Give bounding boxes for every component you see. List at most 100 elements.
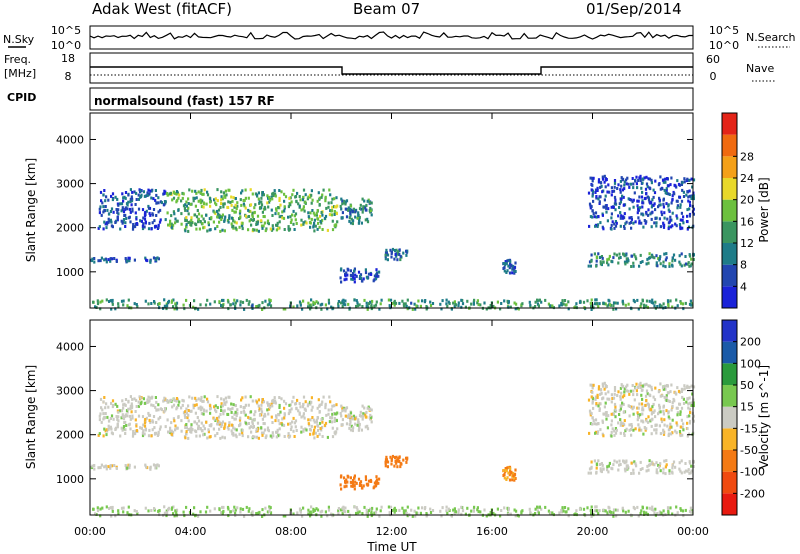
echo-cell	[236, 299, 239, 303]
echo-cell	[362, 205, 365, 209]
colorbar-segment	[722, 199, 737, 222]
power-echoes	[90, 174, 696, 311]
echo-cell	[370, 305, 373, 309]
echo-cell	[309, 418, 312, 422]
echo-cell	[663, 211, 666, 215]
echo-cell	[359, 203, 362, 207]
echo-cell	[132, 223, 135, 226]
echo-cell	[169, 222, 172, 226]
echo-cell	[686, 469, 689, 473]
echo-cell	[112, 417, 115, 421]
echo-cell	[292, 305, 295, 309]
echo-cell	[621, 395, 624, 399]
echo-cell	[606, 190, 609, 194]
echo-cell	[241, 227, 244, 231]
echo-cell	[234, 511, 237, 515]
echo-cell	[147, 413, 151, 417]
echo-cell	[255, 400, 259, 404]
echo-cell	[270, 195, 273, 199]
echo-cell	[276, 431, 279, 434]
echo-cell	[126, 259, 129, 263]
echo-cell	[352, 426, 355, 430]
echo-cell	[203, 188, 206, 192]
echo-cell	[122, 417, 126, 421]
echo-cell	[137, 400, 140, 404]
echo-cell	[375, 300, 378, 304]
echo-cell	[119, 409, 122, 413]
echo-cell	[366, 424, 369, 428]
echo-cell	[326, 228, 329, 232]
echo-cell	[289, 203, 292, 207]
echo-cell	[589, 383, 592, 387]
echo-cell	[228, 423, 231, 427]
echo-cell	[130, 402, 133, 406]
echo-cell	[690, 197, 693, 200]
echo-cell	[619, 386, 622, 390]
echo-cell	[117, 302, 120, 306]
echo-cell	[540, 507, 543, 511]
echo-cell	[689, 204, 692, 207]
echo-cell	[283, 399, 286, 403]
echo-cell	[281, 216, 284, 220]
echo-cell	[296, 398, 299, 402]
echo-cell	[446, 511, 449, 515]
echo-cell	[611, 467, 614, 471]
echo-cell	[610, 412, 613, 416]
echo-cell	[109, 425, 112, 429]
echo-cell	[227, 514, 230, 518]
echo-cell	[104, 222, 107, 226]
echo-cell	[650, 507, 653, 511]
echo-cell	[513, 266, 516, 270]
echo-cell	[668, 400, 671, 403]
echo-cell	[148, 211, 151, 215]
echo-cell	[194, 396, 197, 400]
echo-cell	[551, 511, 554, 515]
echo-cell	[124, 206, 127, 210]
echo-cell	[114, 427, 117, 431]
echo-cell	[307, 422, 310, 426]
echo-cell	[588, 202, 592, 206]
noise-right-tick-high: 10^5	[709, 24, 739, 37]
echo-cell	[669, 422, 672, 426]
x-tick-label: 16:00	[476, 525, 508, 538]
echo-cell	[278, 189, 281, 192]
echo-cell	[391, 247, 395, 251]
echo-cell	[316, 434, 319, 438]
colorbar-tick-label: 28	[740, 150, 754, 163]
echo-cell	[653, 221, 656, 225]
echo-cell	[614, 415, 617, 419]
echo-cell	[247, 509, 250, 513]
echo-cell	[483, 301, 486, 305]
echo-cell	[665, 189, 668, 193]
echo-cell	[124, 464, 127, 467]
echo-cell	[206, 397, 209, 401]
echo-cell	[645, 191, 648, 195]
echo-cell	[181, 398, 184, 402]
echo-cell	[618, 206, 621, 209]
echo-cell	[538, 505, 541, 509]
echo-cell	[340, 474, 343, 478]
echo-cell	[257, 398, 260, 402]
power-cbar-label: Power [dB]	[757, 177, 771, 242]
echo-cell	[394, 253, 397, 257]
echo-cell	[227, 413, 230, 416]
echo-cell	[499, 307, 502, 311]
echo-cell	[599, 392, 602, 396]
echo-cell	[684, 301, 687, 305]
echo-cell	[692, 404, 695, 408]
echo-cell	[679, 410, 682, 414]
echo-cell	[654, 424, 657, 427]
echo-cell	[396, 465, 399, 469]
echo-cell	[399, 465, 402, 469]
echo-cell	[366, 307, 369, 311]
echo-cell	[380, 505, 383, 509]
echo-cell	[278, 403, 281, 407]
echo-cell	[688, 385, 691, 389]
echo-cell	[331, 307, 334, 311]
echo-cell	[93, 260, 96, 264]
echo-cell	[586, 299, 589, 303]
echo-cell	[275, 223, 278, 227]
echo-cell	[648, 384, 652, 388]
echo-cell	[255, 305, 258, 309]
echo-cell	[149, 420, 152, 424]
